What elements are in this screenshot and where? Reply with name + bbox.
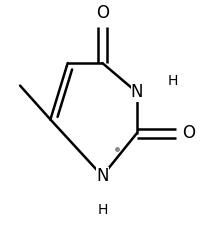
Text: H: H bbox=[167, 74, 178, 88]
Text: N: N bbox=[96, 167, 109, 185]
Text: O: O bbox=[96, 4, 109, 22]
Text: N: N bbox=[131, 83, 143, 101]
Text: H: H bbox=[97, 203, 107, 217]
Text: O: O bbox=[182, 124, 195, 142]
